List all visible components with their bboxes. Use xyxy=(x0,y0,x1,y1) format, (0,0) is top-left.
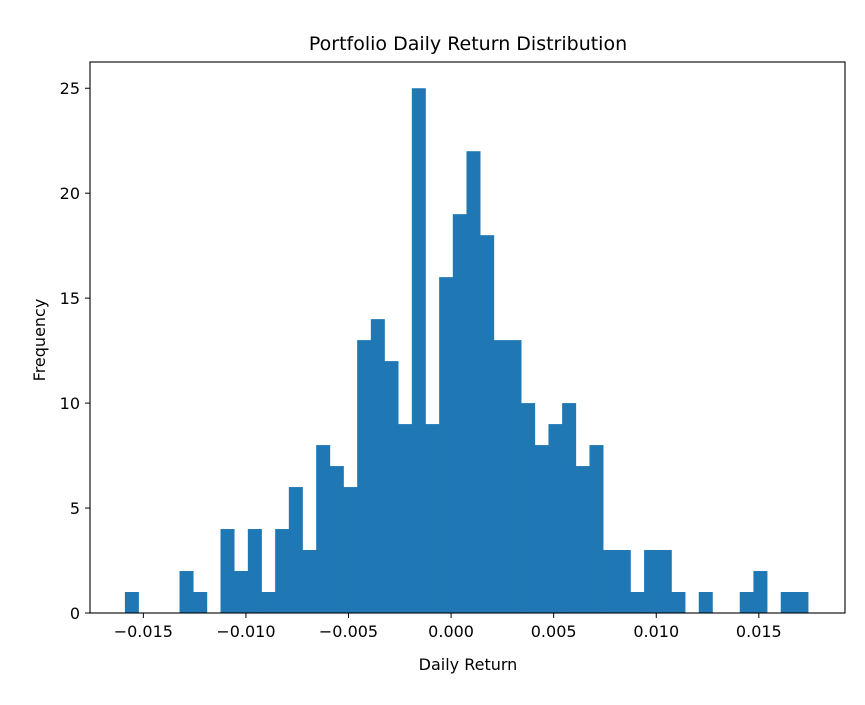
histogram-bar xyxy=(534,445,549,613)
histogram-bar xyxy=(671,592,686,613)
histogram-bar xyxy=(548,424,563,613)
histogram-bar xyxy=(739,592,754,613)
bars-layer xyxy=(124,88,809,614)
x-tick-label: 0.010 xyxy=(633,622,679,641)
histogram-bar xyxy=(452,214,467,613)
y-tick-label: 20 xyxy=(60,184,80,203)
x-tick-label: 0.000 xyxy=(428,622,474,641)
histogram-bar xyxy=(603,550,618,613)
histogram-bar xyxy=(657,550,672,613)
histogram-bar xyxy=(357,340,372,613)
axes-layer xyxy=(89,61,846,614)
histogram-bar xyxy=(644,550,659,613)
histogram-bar xyxy=(220,529,235,613)
histogram-bar xyxy=(493,340,508,613)
histogram-bar xyxy=(480,235,495,614)
histogram-bar xyxy=(698,592,713,613)
y-tick-label: 25 xyxy=(60,79,80,98)
histogram-bar xyxy=(411,88,426,614)
histogram-bar xyxy=(343,487,358,613)
y-tick-label: 10 xyxy=(60,394,80,413)
plot-frame xyxy=(89,61,846,614)
histogram-bar xyxy=(370,319,385,613)
histogram-bar xyxy=(575,466,590,613)
histogram-bar xyxy=(329,466,344,613)
histogram-bar xyxy=(753,571,768,613)
histogram-bar xyxy=(316,445,331,613)
histogram-bar xyxy=(439,277,454,613)
chart-title: Portfolio Daily Return Distribution xyxy=(309,33,627,55)
histogram-bar xyxy=(589,445,604,613)
histogram-bar xyxy=(302,550,317,613)
histogram-bar xyxy=(261,592,276,613)
histogram-bar xyxy=(398,424,413,613)
histogram-bar xyxy=(275,529,290,613)
y-tick-label: 0 xyxy=(70,604,80,623)
histogram-bar xyxy=(794,592,809,613)
histogram-bar xyxy=(521,403,536,613)
x-tick-label: −0.005 xyxy=(319,622,378,641)
x-tick-label: −0.010 xyxy=(216,622,275,641)
y-axis-title: Frequency xyxy=(30,299,49,382)
histogram-bar xyxy=(384,361,399,613)
x-tick-label: 0.005 xyxy=(531,622,577,641)
histogram-bar xyxy=(179,571,194,613)
histogram-bar xyxy=(616,550,631,613)
histogram-bar xyxy=(124,592,139,613)
histogram-bar xyxy=(780,592,795,613)
x-tick-label: 0.015 xyxy=(736,622,782,641)
histogram-bar xyxy=(507,340,522,613)
histogram-bar xyxy=(288,487,303,613)
histogram-bar xyxy=(247,529,262,613)
x-axis-ticks: −0.015 −0.010 −0.005 0.000 0.005 0.010 0.015 xyxy=(114,613,782,641)
histogram-bar xyxy=(425,424,440,613)
x-axis-title: Daily Return xyxy=(419,655,518,674)
histogram-bar xyxy=(193,592,208,613)
histogram-bar xyxy=(630,592,645,613)
histogram-bar xyxy=(466,151,481,613)
histogram-bar xyxy=(234,571,249,613)
y-axis-ticks: 0 5 10 15 20 25 xyxy=(60,79,90,623)
x-tick-label: −0.015 xyxy=(114,622,173,641)
y-tick-label: 5 xyxy=(70,499,80,518)
histogram-bar xyxy=(562,403,577,613)
y-tick-label: 15 xyxy=(60,289,80,308)
